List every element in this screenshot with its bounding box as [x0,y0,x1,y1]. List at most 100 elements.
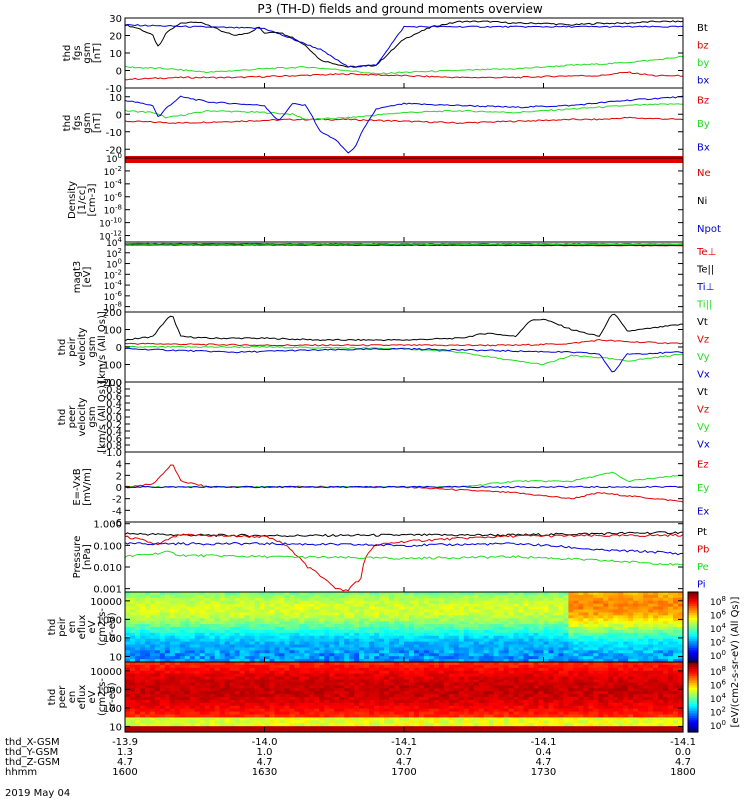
heatmap-cell [394,635,400,640]
heatmap-cell [284,699,291,704]
heatmap-cell [194,705,201,710]
heatmap-cell [488,682,495,686]
heatmap-cell [229,632,236,637]
heatmap-cell [219,720,226,724]
heatmap-cell [369,609,375,614]
heatmap-cell [314,656,320,660]
heatmap-cell [658,612,664,616]
heatmap-cell [229,653,236,657]
y-tick-label: 104 [106,236,122,249]
heatmap-cell [433,644,440,649]
heatmap-cell [448,638,455,643]
heatmap-cell [359,609,365,614]
heatmap-cell [289,618,295,622]
heatmap-cell [269,627,276,631]
heatmap-cell [359,653,365,657]
heatmap-cell [513,618,520,622]
heatmap-cell [443,699,450,704]
heatmap-cell [209,644,216,649]
heatmap-cell [329,729,335,733]
heatmap-cell [264,635,271,640]
heatmap-cell [648,603,654,608]
heatmap-cell [354,647,360,651]
heatmap-cell [528,597,535,602]
heatmap-cell [304,664,310,669]
heatmap-cell [254,641,261,646]
heatmap-cell [493,691,500,695]
heatmap-cell [389,618,395,622]
heatmap-cell [603,612,609,616]
heatmap-cell [394,612,400,616]
heatmap-cell [493,647,500,651]
heatmap-cell [673,603,679,608]
heatmap-cell [443,592,450,596]
heatmap-cell [648,632,654,637]
heatmap-cell [334,694,340,698]
heatmap-cell [588,606,594,611]
heatmap-cell [219,653,226,657]
heatmap-cell [443,615,450,619]
heatmap-cell [344,726,350,730]
heatmap-cell [259,694,266,698]
heatmap-cell [498,717,505,721]
legend-vz: Vz [697,404,709,415]
heatmap-cell [239,627,246,631]
heatmap-cell [498,606,505,611]
heatmap-cell [194,694,201,698]
heatmap-cell [578,606,584,611]
heatmap-cell [543,653,550,657]
heatmap-cell [244,629,251,634]
heatmap-cell [513,644,520,649]
heatmap-cell [339,717,345,721]
heatmap-cell [249,629,256,634]
y-tick-label: -20 [106,145,122,156]
heatmap-cell [413,612,420,616]
heatmap-cell [224,662,231,666]
heatmap-cell [483,670,490,675]
heatmap-cell [254,624,261,628]
heatmap-cell [319,691,325,695]
heatmap-cell [139,621,146,625]
heatmap-cell [468,659,475,663]
heatmap-cell [523,682,530,686]
heatmap-cell [473,673,480,678]
heatmap-cell [563,632,570,637]
heatmap-cell [433,609,440,614]
heatmap-cell [149,679,156,684]
heatmap-cell [588,635,594,640]
heatmap-cell [428,699,435,704]
heatmap-cell [239,702,246,707]
heatmap-cell [473,606,480,611]
heatmap-cell [274,659,281,663]
heatmap-cell [309,688,315,692]
heatmap-cell [304,641,310,646]
heatmap-cell [478,597,485,602]
heatmap-cell [359,597,365,602]
heatmap-cell [259,726,266,730]
heatmap-cell [583,606,589,611]
heatmap-cell [339,644,345,649]
heatmap-cell [468,600,475,605]
heatmap-cell [663,597,669,602]
heatmap-cell [344,615,350,619]
heatmap-cell [598,627,604,631]
heatmap-cell [428,711,435,716]
heatmap-cell [354,705,360,710]
heatmap-cell [413,644,420,649]
heatmap-cell [309,694,315,698]
heatmap-cell [413,592,420,596]
heatmap-cell [369,650,375,654]
heatmap-cell [344,650,350,654]
heatmap-cell [224,615,231,619]
heatmap-cell [463,670,470,675]
heatmap-cell [244,641,251,646]
heatmap-cell [463,641,470,646]
heatmap-cell [249,717,256,721]
heatmap-cell [324,594,330,599]
heatmap-cell [194,650,201,654]
heatmap-cell [478,656,485,660]
heatmap-cell [438,667,445,672]
heatmap-cell [334,650,340,654]
heatmap-cell [189,597,196,602]
heatmap-cell [264,705,271,710]
